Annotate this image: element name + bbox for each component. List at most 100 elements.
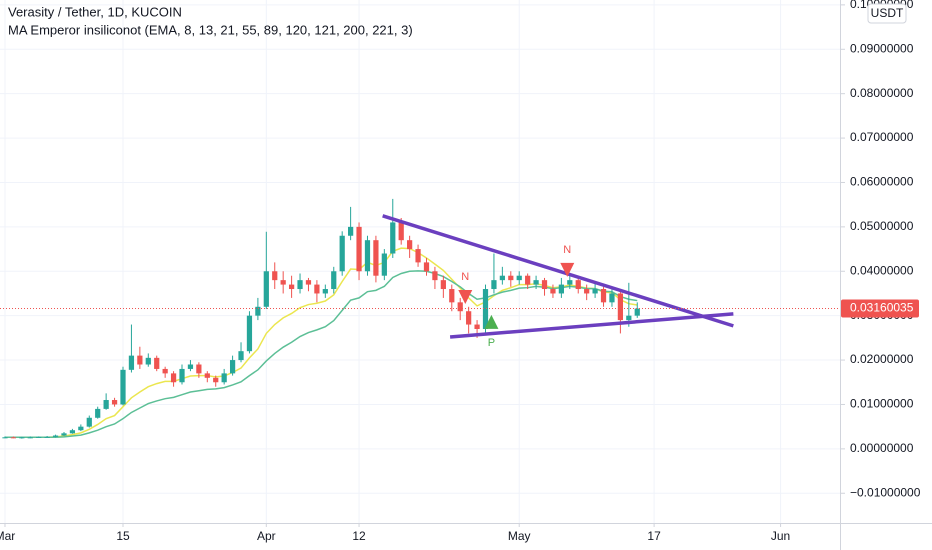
- candle-body: [339, 235, 345, 272]
- y-tick-label: 0.01000000: [850, 397, 914, 411]
- candle-body: [592, 289, 598, 294]
- candle-body: [575, 280, 581, 290]
- candle-body: [78, 426, 84, 431]
- last-price-tag: [841, 299, 919, 318]
- candle-body: [364, 240, 371, 272]
- y-tick-label: 0.08000000: [850, 86, 914, 100]
- candle-body: [255, 306, 261, 316]
- x-tick-label: May: [508, 529, 531, 543]
- candle-body: [466, 311, 472, 325]
- x-tick-label: Jun: [771, 529, 790, 543]
- x-tick-label: 17: [647, 529, 661, 543]
- x-tick-label: 12: [352, 529, 366, 543]
- candle-body: [213, 377, 219, 383]
- candle-body: [103, 400, 109, 409]
- candle-body: [187, 364, 194, 369]
- candle-body: [491, 280, 497, 290]
- candle-body: [381, 253, 387, 276]
- trendline: [449, 312, 734, 339]
- currency-label[interactable]: USDT: [871, 6, 904, 20]
- candle-body: [617, 293, 624, 321]
- ema-line: [4, 247, 638, 439]
- signal-marker: [560, 262, 575, 277]
- candle-body: [27, 437, 33, 439]
- candle-body: [162, 368, 168, 374]
- candle-body: [508, 275, 514, 281]
- signal-marker: [458, 290, 473, 305]
- candle-body: [626, 315, 632, 321]
- candle-body: [61, 433, 67, 436]
- candle-body: [558, 284, 564, 294]
- candle-body: [541, 280, 548, 290]
- candle-body: [10, 437, 17, 439]
- indicator-label: MA Emperor insiliconot (EMA, 8, 13, 21, …: [8, 22, 413, 37]
- candle-body: [474, 324, 480, 329]
- candle-body: [145, 357, 151, 365]
- chart-title: Verasity / Tether, 1D, KUCOIN: [8, 4, 182, 19]
- y-tick-label: 0.09000000: [850, 41, 914, 55]
- candle-body: [423, 262, 430, 272]
- trendline: [382, 214, 734, 328]
- candle-body: [567, 280, 573, 285]
- candle-body: [600, 289, 607, 303]
- candle-body: [246, 315, 253, 352]
- candle-body: [322, 289, 328, 294]
- plot: N N P: [0, 198, 840, 439]
- candle-body: [288, 284, 295, 290]
- candle-body: [482, 289, 489, 329]
- candle-body: [128, 355, 135, 370]
- candle-body: [19, 437, 25, 439]
- signal-label: P: [488, 337, 495, 349]
- candle-body: [229, 360, 236, 374]
- candle-body: [440, 280, 446, 290]
- candle-body: [449, 289, 455, 303]
- candle-body: [44, 436, 50, 438]
- candle-body: [238, 351, 244, 361]
- candle-body: [305, 280, 312, 285]
- candle-body: [2, 437, 8, 439]
- candle-body: [457, 302, 463, 312]
- candle-body: [111, 400, 118, 405]
- candle-body: [179, 368, 185, 383]
- candle-body: [415, 249, 421, 263]
- candle-body: [432, 271, 438, 281]
- candle-body: [280, 280, 286, 285]
- candle-body: [204, 373, 210, 378]
- candle-body: [263, 271, 269, 307]
- currency-badge[interactable]: [867, 3, 907, 24]
- signal-marker: [484, 314, 499, 329]
- candle-body: [525, 275, 531, 285]
- candle-body: [609, 293, 615, 303]
- x-tick-label: 15: [116, 529, 130, 543]
- candle-body: [533, 280, 539, 285]
- candle-body: [398, 222, 404, 241]
- ema-line: [4, 270, 638, 439]
- y-tick-label: 0.06000000: [850, 175, 914, 189]
- candle-body: [52, 435, 59, 437]
- candle-body: [331, 271, 337, 290]
- candle-body: [95, 408, 101, 418]
- candle-body: [584, 289, 590, 294]
- candle-body: [297, 280, 303, 290]
- candle-body: [221, 373, 227, 383]
- y-tick-label: 0.02000000: [850, 352, 914, 366]
- candle-body: [348, 226, 354, 236]
- y-tick-label: 0.05000000: [850, 219, 914, 233]
- y-tick-label: 0.07000000: [850, 130, 914, 144]
- candle-body: [314, 284, 320, 294]
- candle-body: [550, 289, 556, 294]
- candle-body: [137, 355, 143, 365]
- candle-body: [373, 240, 379, 276]
- candle-body: [36, 436, 42, 438]
- last-price-label: 0.03160035: [850, 301, 914, 315]
- x-tick-label: Apr: [257, 529, 276, 543]
- signal-label: N: [461, 271, 469, 283]
- candle-body: [407, 240, 413, 250]
- candle-body: [516, 275, 522, 281]
- candle-body: [170, 373, 177, 383]
- candle-body: [196, 364, 202, 374]
- candle-body: [499, 275, 505, 281]
- candle-body: [69, 430, 76, 434]
